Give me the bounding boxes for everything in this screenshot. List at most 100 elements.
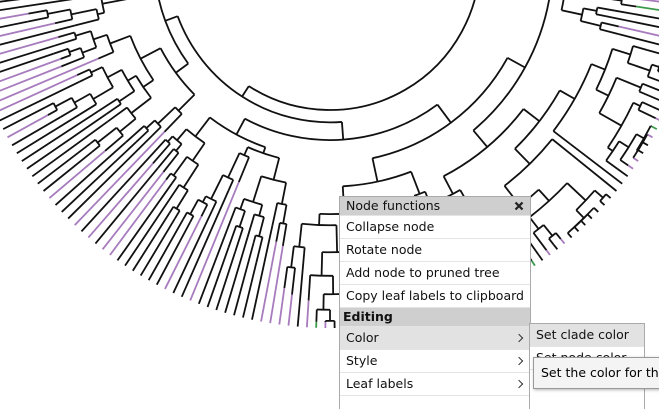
branch <box>626 45 634 64</box>
menu-item[interactable]: Color <box>340 327 530 350</box>
branch <box>246 214 256 238</box>
branch <box>599 28 619 36</box>
branch <box>281 223 288 246</box>
branch <box>142 79 154 88</box>
branch <box>167 135 174 143</box>
branch <box>102 0 127 5</box>
menu-section: Editing <box>340 308 530 327</box>
branch <box>635 133 645 140</box>
branch <box>575 209 585 219</box>
branch <box>341 121 345 140</box>
branch <box>0 74 78 112</box>
branch <box>627 62 651 72</box>
menu-item[interactable]: Add node to pruned tree <box>340 262 530 285</box>
branch <box>189 215 195 223</box>
branch <box>605 193 612 199</box>
branch <box>593 207 599 213</box>
branch <box>632 101 641 107</box>
close-button[interactable] <box>514 201 524 211</box>
menu-item[interactable] <box>340 396 530 409</box>
branch <box>632 45 648 51</box>
menu-item[interactable]: Leaf labels <box>340 373 530 396</box>
branch <box>636 5 659 11</box>
branch <box>280 182 287 205</box>
branch <box>528 216 540 230</box>
branch <box>173 210 181 220</box>
branch <box>164 15 178 22</box>
branch <box>227 179 235 191</box>
branch <box>252 235 257 243</box>
branch <box>573 226 580 233</box>
branch <box>148 139 167 158</box>
branch <box>532 224 545 234</box>
branch <box>639 0 659 3</box>
branch <box>197 229 228 305</box>
branch <box>307 275 312 301</box>
branch <box>632 157 639 162</box>
branch <box>167 184 181 202</box>
branch <box>561 9 583 16</box>
branch <box>0 36 59 55</box>
menu-item[interactable]: Rotate node <box>340 239 530 262</box>
branch <box>335 225 339 253</box>
branch <box>646 49 659 55</box>
branch <box>597 6 615 12</box>
branch <box>53 47 69 55</box>
branch <box>116 182 173 261</box>
branch <box>514 89 561 150</box>
branch <box>0 12 29 20</box>
branch <box>157 106 176 125</box>
branch <box>92 86 114 100</box>
branch <box>646 133 653 139</box>
branch <box>627 164 634 170</box>
branch <box>523 108 540 122</box>
branch <box>269 245 284 324</box>
branch <box>262 146 267 154</box>
branch <box>598 112 622 127</box>
branch <box>638 90 659 101</box>
branch <box>135 75 152 99</box>
branch <box>514 148 531 165</box>
menu-item[interactable]: Style <box>340 350 530 373</box>
branch <box>260 241 278 322</box>
branch <box>158 0 189 65</box>
branch <box>140 47 161 60</box>
branch <box>571 154 618 192</box>
branch <box>239 198 245 210</box>
branch <box>21 110 100 162</box>
branch <box>271 202 279 226</box>
branch <box>94 139 101 147</box>
branch <box>82 46 97 54</box>
submenu-item[interactable]: Set clade color <box>530 324 644 347</box>
branch <box>182 212 188 220</box>
branch <box>124 200 170 267</box>
branch <box>175 143 183 152</box>
branch <box>71 8 97 16</box>
branch <box>618 25 659 37</box>
branch <box>282 204 288 224</box>
branch <box>91 144 101 153</box>
branch <box>287 294 293 326</box>
branch <box>472 129 488 148</box>
branch <box>569 143 623 185</box>
menu-item[interactable]: Copy leaf labels to clipboard <box>340 285 530 308</box>
branch <box>11 116 61 147</box>
branch <box>0 0 73 12</box>
branch <box>279 221 287 225</box>
branch <box>552 130 572 145</box>
branch <box>580 20 601 27</box>
menu-item[interactable]: Collapse node <box>340 216 530 239</box>
branch <box>595 13 606 18</box>
branch <box>599 200 606 206</box>
branch <box>248 0 476 111</box>
branch <box>0 58 61 83</box>
branch <box>567 232 573 239</box>
branch <box>655 117 659 121</box>
branch <box>89 93 98 105</box>
branch <box>642 141 649 147</box>
branch <box>607 146 614 152</box>
branch <box>530 260 536 267</box>
branch <box>566 182 587 202</box>
branch <box>580 220 586 226</box>
